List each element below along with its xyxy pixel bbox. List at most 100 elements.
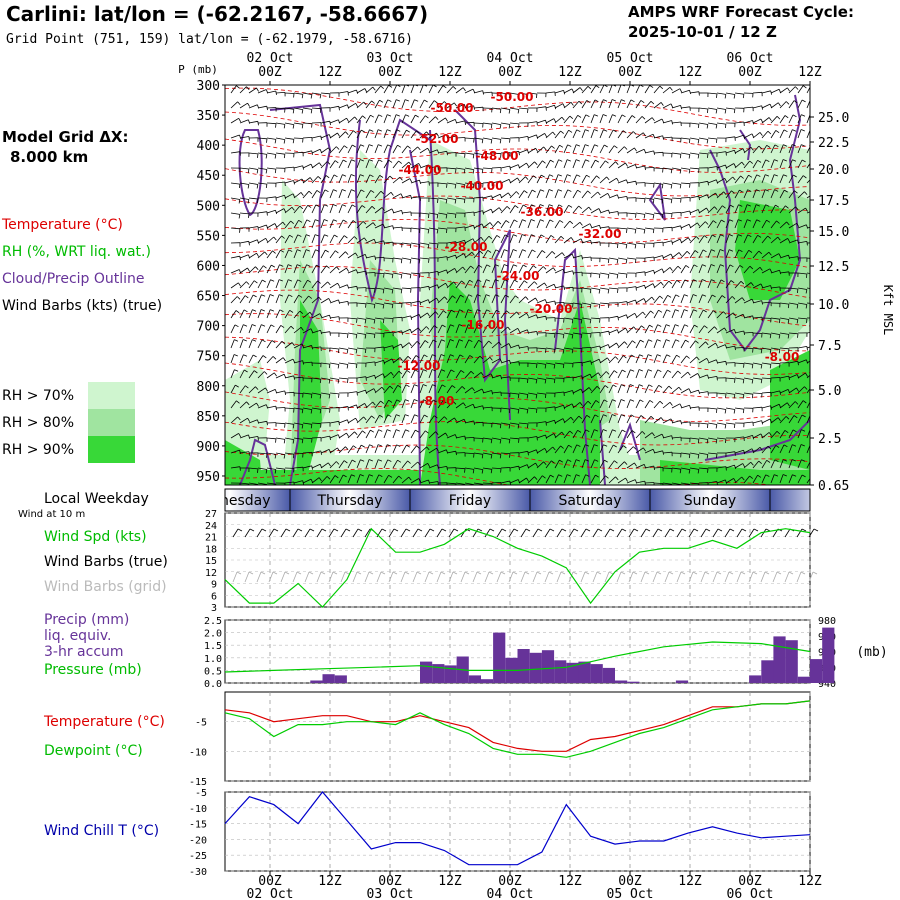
wind-barb-flag [407, 145, 411, 149]
wind-barb [302, 249, 307, 259]
wind-barb-flag [247, 102, 250, 107]
wind-barb-flag [504, 279, 509, 282]
wind-barb [617, 477, 626, 484]
wind-barb [257, 371, 265, 379]
wind-barb-true [244, 528, 251, 538]
wind-barb-flag [615, 161, 619, 165]
wind-barb-flag [509, 453, 511, 458]
wind-barb [752, 160, 758, 169]
wind-barb [500, 249, 505, 259]
wind-barb-flag [318, 477, 322, 482]
wind-barb [518, 136, 528, 139]
pressure-tick-label: 750 [197, 350, 220, 365]
wind-barb [608, 114, 613, 124]
wind-barb-flag [409, 244, 412, 249]
wind-barb [590, 114, 595, 124]
wind-barb [707, 179, 717, 184]
wind-barb [410, 179, 420, 184]
wind-barb-flag [542, 475, 546, 479]
wind-barb [509, 327, 518, 334]
weekday-cell [530, 489, 650, 511]
wind-barb [455, 418, 465, 424]
wind-speed-tick: 6 [211, 591, 217, 602]
wind-barb-flag [776, 116, 781, 120]
wind-barb-grid [652, 571, 658, 583]
wind-barb [644, 117, 653, 124]
wind-barb [599, 287, 609, 290]
wind-barb-flag [441, 339, 446, 342]
wind-barb-flag [274, 223, 278, 228]
wind-barb-true [484, 528, 491, 538]
wind-barb-flag [552, 267, 556, 272]
wind-barb-flag [531, 234, 536, 237]
wind-barb-flag [611, 99, 616, 102]
wind-barb-flag [499, 109, 502, 114]
wind-barb-flag [585, 129, 590, 132]
wind-barb [293, 326, 302, 334]
wind-barb [734, 265, 741, 274]
wind-barb-flag [756, 174, 761, 177]
weekday-name: Friday [449, 493, 491, 509]
wind-barb [536, 347, 547, 350]
wind-barb [599, 357, 608, 364]
wind-barb [500, 234, 506, 244]
wind-barb [329, 132, 338, 139]
wind-barb [671, 403, 681, 409]
wind-barb-flag [328, 298, 332, 303]
wind-barb-flag [415, 429, 419, 433]
wind-barb-flag [335, 250, 339, 254]
wind-barb [617, 429, 623, 439]
wind-barb-flag [569, 220, 574, 225]
wind-barb-flag [598, 274, 601, 279]
wind-barb-flag [379, 174, 384, 178]
wind-barb [266, 137, 276, 140]
wind-barb [797, 317, 808, 320]
wind-barb [410, 399, 415, 409]
temperature-contour [225, 313, 810, 352]
precip-bar [761, 660, 774, 683]
wind-barb-grid-flag [740, 571, 746, 575]
wind-barb [338, 189, 343, 199]
precip-bar [615, 680, 628, 683]
wind-barb-flag [517, 328, 521, 332]
wind-barb-flag [266, 224, 269, 229]
wind-barb-flag [342, 204, 347, 207]
wind-barb-flag [571, 403, 575, 408]
wind-barb [743, 362, 753, 365]
pressure-right-tick: 980 [818, 616, 836, 627]
wind-barb [365, 159, 370, 169]
wind-barb [428, 197, 439, 200]
wind-barb-flag [518, 438, 520, 443]
wind-barb-flag [408, 476, 412, 481]
wind-barb-flag [757, 159, 762, 163]
wind-barb [770, 445, 777, 454]
wind-barb-flag [551, 460, 555, 464]
bottom-hour-label: 12Z [678, 874, 702, 889]
wind-barb [599, 192, 608, 199]
wind-barb [293, 392, 304, 394]
wind-barb-flag [326, 265, 330, 269]
wind-barb-true-flag [813, 528, 819, 532]
wind-barb [230, 449, 240, 454]
wind-barb-flag [669, 402, 673, 406]
wind-barb [401, 161, 410, 169]
wind-barb-flag [716, 166, 718, 171]
wind-barb-flag [419, 273, 421, 278]
wind-barb-flag [644, 285, 647, 290]
wind-barb [563, 270, 573, 274]
wind-barb-flag [470, 265, 474, 269]
wind-barb [293, 294, 299, 304]
wind-barb [806, 86, 810, 94]
wind-barb [482, 264, 488, 274]
wind-barb-flag [575, 459, 581, 462]
wind-barb [635, 415, 642, 424]
wind-barb-true-flag [645, 528, 651, 532]
wind-barb-flag [389, 385, 394, 390]
wind-barb [266, 294, 271, 304]
wind-barb [707, 407, 717, 410]
wind-barb [410, 99, 415, 109]
wind-barb-flag [603, 399, 608, 403]
wind-barb-flag [571, 349, 574, 354]
wind-barb [689, 452, 699, 455]
wind-barb-flag [270, 324, 275, 328]
